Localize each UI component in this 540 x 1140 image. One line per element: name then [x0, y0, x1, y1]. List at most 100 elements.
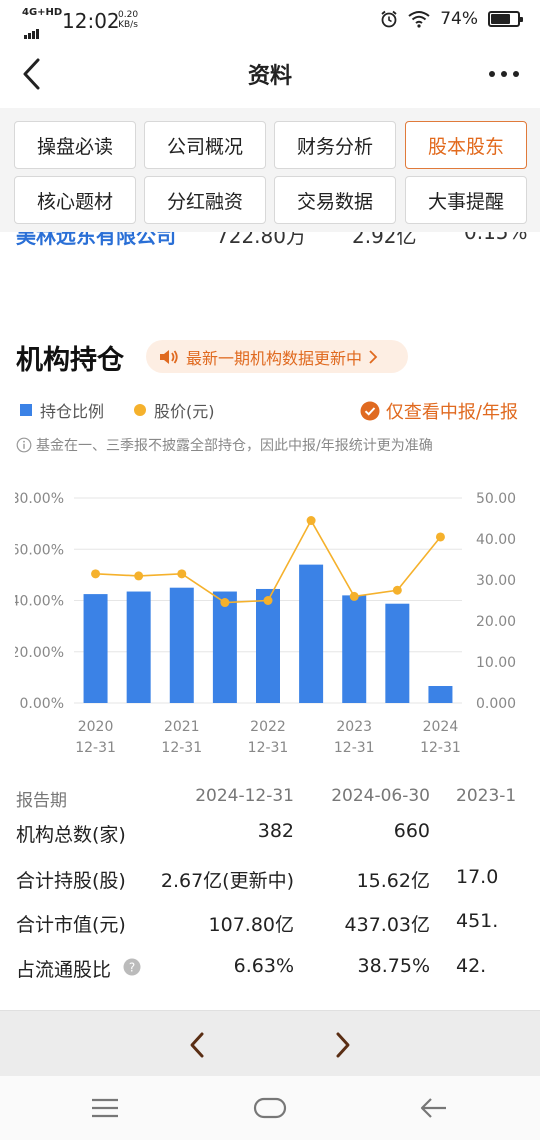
row-value: 17.0 — [456, 866, 499, 888]
tab-3[interactable]: 股本股东 — [405, 121, 527, 169]
row-label: 机构总数(家) — [16, 824, 126, 846]
holding-bar[interactable] — [342, 595, 367, 703]
row-value: 15.62亿 — [356, 870, 430, 892]
tab-2[interactable]: 财务分析 — [274, 121, 396, 169]
holding-bar[interactable] — [169, 587, 194, 703]
row-value: 382 — [257, 820, 294, 842]
table-header-cell: 2024-12-31 — [195, 786, 294, 806]
speaker-icon — [160, 349, 178, 364]
more-dots-icon — [489, 71, 519, 77]
holding-bar[interactable] — [256, 588, 280, 703]
alarm-icon — [381, 10, 397, 28]
update-notice[interactable]: 最新一期机构数据更新中 — [146, 340, 408, 373]
system-back-button[interactable] — [414, 1092, 454, 1124]
price-point[interactable] — [220, 598, 230, 608]
notice-text: 最新一期机构数据更新中 — [186, 348, 363, 368]
table-row: 占流通股比 6.63% 38.75% 42.? — [0, 955, 540, 991]
tab-6[interactable]: 交易数据 — [274, 176, 396, 224]
price-point[interactable] — [134, 571, 144, 581]
holding-bar[interactable] — [126, 591, 151, 703]
right-axis-tick: 30.00 — [476, 573, 516, 589]
chevron-right-icon — [369, 349, 378, 364]
row-value: 437.03亿 — [344, 914, 430, 936]
x-axis-label-year: 2022 — [250, 719, 286, 735]
legend-price-label: 股价(元) — [154, 402, 215, 421]
row-label: 占流通股比 — [16, 959, 112, 981]
holding-bar[interactable] — [385, 603, 410, 703]
menu-icon — [92, 1098, 118, 1118]
chevron-right-icon — [336, 1032, 350, 1058]
legend-holding: 持仓比例 — [20, 398, 104, 422]
row-value: 451. — [456, 910, 499, 932]
left-axis-tick: 20.00% — [11, 645, 64, 661]
chevron-left-icon — [190, 1032, 204, 1058]
tab-0[interactable]: 操盘必读 — [14, 121, 136, 169]
next-page-button[interactable] — [322, 1025, 362, 1065]
row-label: 合计持股(股) — [16, 870, 126, 892]
battery-icon — [488, 11, 523, 27]
info-note: 基金在一、三季报不披露全部持仓，因此中报/年报统计更为准确 — [16, 435, 433, 455]
price-point[interactable] — [91, 569, 101, 579]
row-value: 2.67亿(更新中) — [160, 870, 294, 892]
status-right: 74% — [380, 9, 523, 29]
shareholder-name[interactable]: 美林远东有限公司 — [16, 232, 176, 246]
price-point[interactable] — [177, 569, 187, 579]
help-icon[interactable]: ? — [123, 958, 141, 976]
network-indicator: 4G+HD — [22, 7, 63, 18]
page-title: 资料 — [247, 64, 292, 89]
holding-chart: 80.00% 60.00% 40.00% 20.00% 0.00% 50.00 40.00 3… — [0, 480, 516, 770]
price-point[interactable] — [306, 516, 316, 526]
x-axis-label-date: 12-31 — [161, 740, 202, 756]
back-button[interactable] — [14, 52, 54, 96]
more-button[interactable] — [484, 54, 524, 94]
tab-5[interactable]: 分红融资 — [144, 176, 266, 224]
price-point[interactable] — [263, 596, 273, 605]
chevron-left-icon — [23, 58, 40, 90]
holding-bar[interactable] — [428, 686, 453, 703]
holding-bar[interactable] — [83, 594, 108, 703]
wifi-icon — [408, 11, 430, 28]
holding-bar[interactable] — [212, 591, 237, 703]
row-value: 38.75% — [357, 955, 430, 977]
right-axis-tick: 10.00 — [476, 655, 516, 671]
x-axis-label-date: 12-31 — [420, 740, 461, 756]
holding-bar[interactable] — [299, 564, 324, 703]
price-point[interactable] — [349, 591, 359, 601]
left-edge-mask — [0, 480, 15, 770]
price-point[interactable] — [435, 532, 445, 542]
filter-toggle[interactable]: 仅查看中报/年报 — [360, 398, 518, 424]
legend-holding-label: 持仓比例 — [40, 402, 105, 421]
info-note-text: 基金在一、三季报不披露全部持仓，因此中报/年报统计更为准确 — [36, 438, 433, 454]
x-axis-label-year: 2021 — [164, 719, 200, 735]
left-axis-tick: 0.00% — [20, 696, 64, 712]
tab-4[interactable]: 核心题材 — [14, 176, 136, 224]
app-header: 资料 — [0, 40, 540, 108]
x-axis-label-year: 2024 — [423, 719, 459, 735]
tab-1[interactable]: 公司概况 — [144, 121, 266, 169]
shareholder-value: 2.92亿 — [352, 232, 417, 246]
row-value: 42. — [456, 955, 487, 977]
menu-button[interactable] — [86, 1092, 126, 1124]
right-axis-tick: 20.00 — [476, 614, 516, 630]
pager-bar — [0, 1010, 540, 1076]
table-header: 报告期 2024-12-31 2024-06-30 2023-1 — [0, 786, 540, 822]
table-row: 机构总数(家) 382 660 — [0, 820, 540, 856]
row-value: 6.63% — [233, 955, 294, 977]
legend-square-icon — [20, 404, 32, 416]
speed-unit: KB/s — [118, 20, 138, 30]
row-value: 660 — [393, 820, 430, 842]
prev-page-button[interactable] — [178, 1025, 218, 1065]
left-axis-tick: 60.00% — [11, 542, 64, 558]
right-axis-tick: 0.000 — [476, 696, 516, 712]
info-icon — [16, 437, 32, 453]
battery-percent: 74% — [440, 9, 478, 29]
row-label: 合计市值(元) — [16, 914, 126, 936]
right-axis-tick: 40.00 — [476, 532, 516, 548]
price-point[interactable] — [392, 585, 402, 595]
legend-dot-icon — [134, 404, 146, 416]
shareholder-shares: 722.80万 — [216, 232, 306, 246]
table-row: 合计持股(股) 2.67亿(更新中) 15.62亿 17.0 — [0, 866, 540, 902]
home-button[interactable] — [250, 1092, 290, 1124]
tab-7[interactable]: 大事提醒 — [405, 176, 527, 224]
shareholder-ratio: 0.15% — [464, 232, 528, 244]
